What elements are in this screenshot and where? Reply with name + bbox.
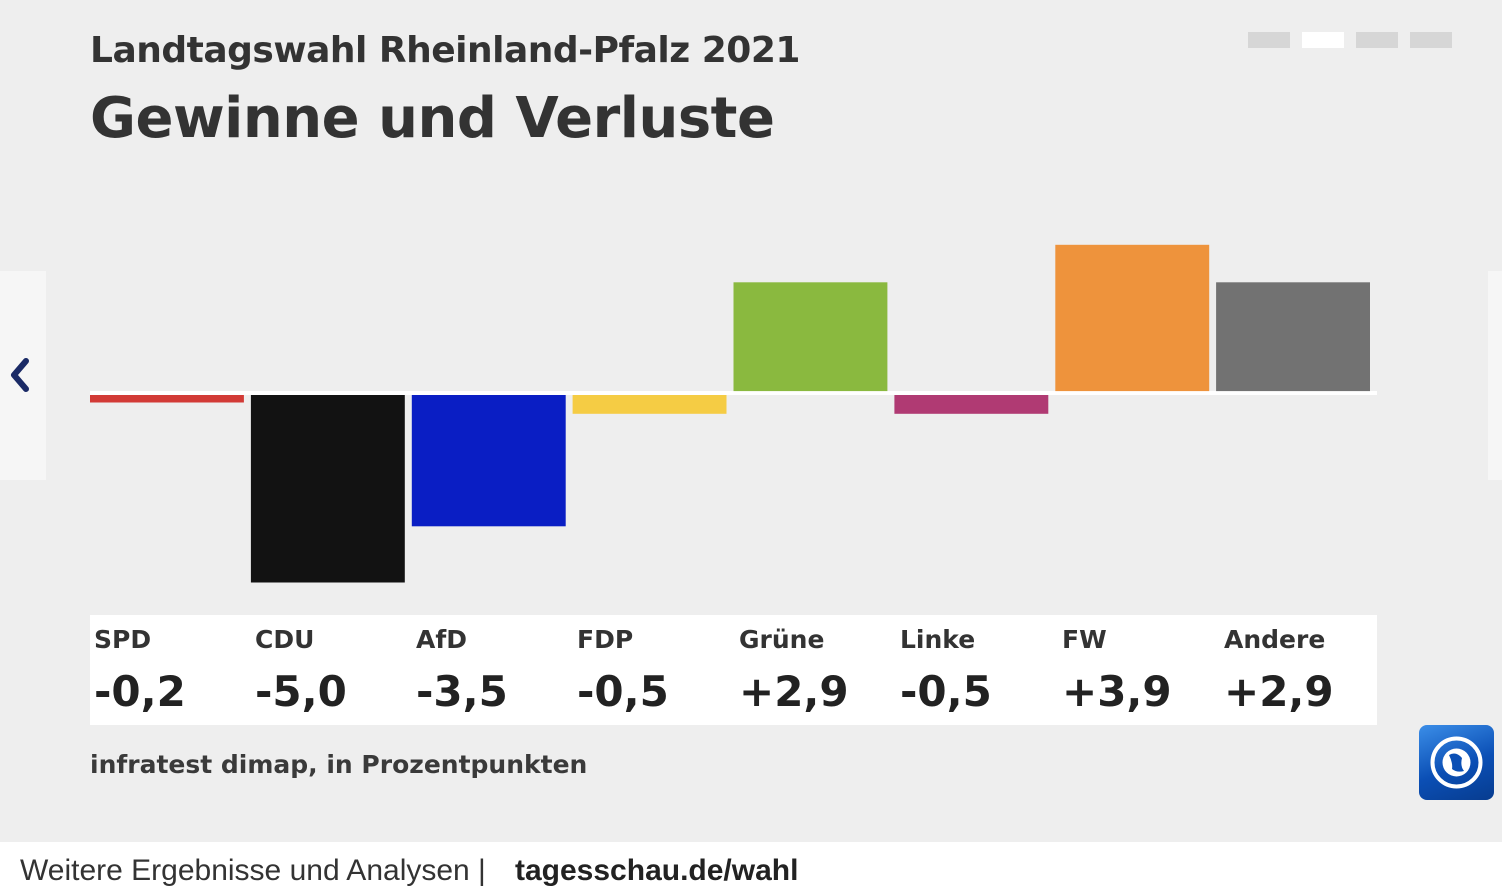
party-value: -0,5	[577, 667, 669, 716]
party-labels: SPD -0,2 CDU -5,0 AfD -3,5 FDP -0,5 Grün…	[90, 615, 1377, 725]
chart-title: Gewinne und Verluste	[90, 86, 775, 151]
party-name: Andere	[1224, 625, 1326, 654]
party-value: +3,9	[1062, 667, 1172, 716]
party-name: FDP	[577, 625, 634, 654]
party-value: +2,9	[739, 667, 849, 716]
party-name: Linke	[900, 625, 976, 654]
pager-dot-4[interactable]	[1410, 32, 1452, 48]
pager-dot-3[interactable]	[1356, 32, 1398, 48]
bar-chart	[90, 244, 1377, 583]
bar-fw	[1055, 244, 1210, 392]
bar-fdp	[572, 395, 727, 414]
chevron-left-icon	[11, 358, 29, 392]
pager-dot-1[interactable]	[1248, 32, 1290, 48]
bar-linke	[894, 395, 1049, 414]
slide-pager	[1248, 32, 1452, 48]
prev-slide-button[interactable]	[0, 271, 46, 480]
party-value: -0,5	[900, 667, 992, 716]
party-value: +2,9	[1224, 667, 1334, 716]
source-note: infratest dimap, in Prozentpunkten	[90, 750, 588, 779]
party-name: FW	[1062, 625, 1107, 654]
party-value: -5,0	[255, 667, 347, 716]
party-name: CDU	[255, 625, 315, 654]
party-name: SPD	[94, 625, 152, 654]
party-value: -3,5	[416, 667, 508, 716]
bar-andere	[1216, 282, 1370, 392]
bar-cdu	[250, 395, 405, 583]
bar-spd	[90, 395, 244, 403]
party-value: -0,2	[94, 667, 186, 716]
footer-bar: Weitere Ergebnisse und Analysen | tagess…	[0, 842, 1502, 890]
party-name: Grüne	[739, 625, 825, 654]
tagesschau-logo-icon[interactable]	[1419, 725, 1494, 800]
chart-supertitle: Landtagswahl Rheinland-Pfalz 2021	[90, 30, 800, 71]
globe-icon	[1430, 736, 1483, 789]
party-name: AfD	[416, 625, 467, 654]
bar-afd	[411, 395, 566, 527]
footer-text: Weitere Ergebnisse und Analysen |	[20, 854, 486, 887]
footer-link[interactable]: tagesschau.de/wahl	[515, 854, 799, 887]
bar-gruene	[733, 282, 888, 392]
next-slide-button[interactable]	[1488, 271, 1502, 480]
chart-card: Landtagswahl Rheinland-Pfalz 2021 Gewinn…	[0, 0, 1502, 842]
pager-dot-2[interactable]	[1302, 32, 1344, 48]
